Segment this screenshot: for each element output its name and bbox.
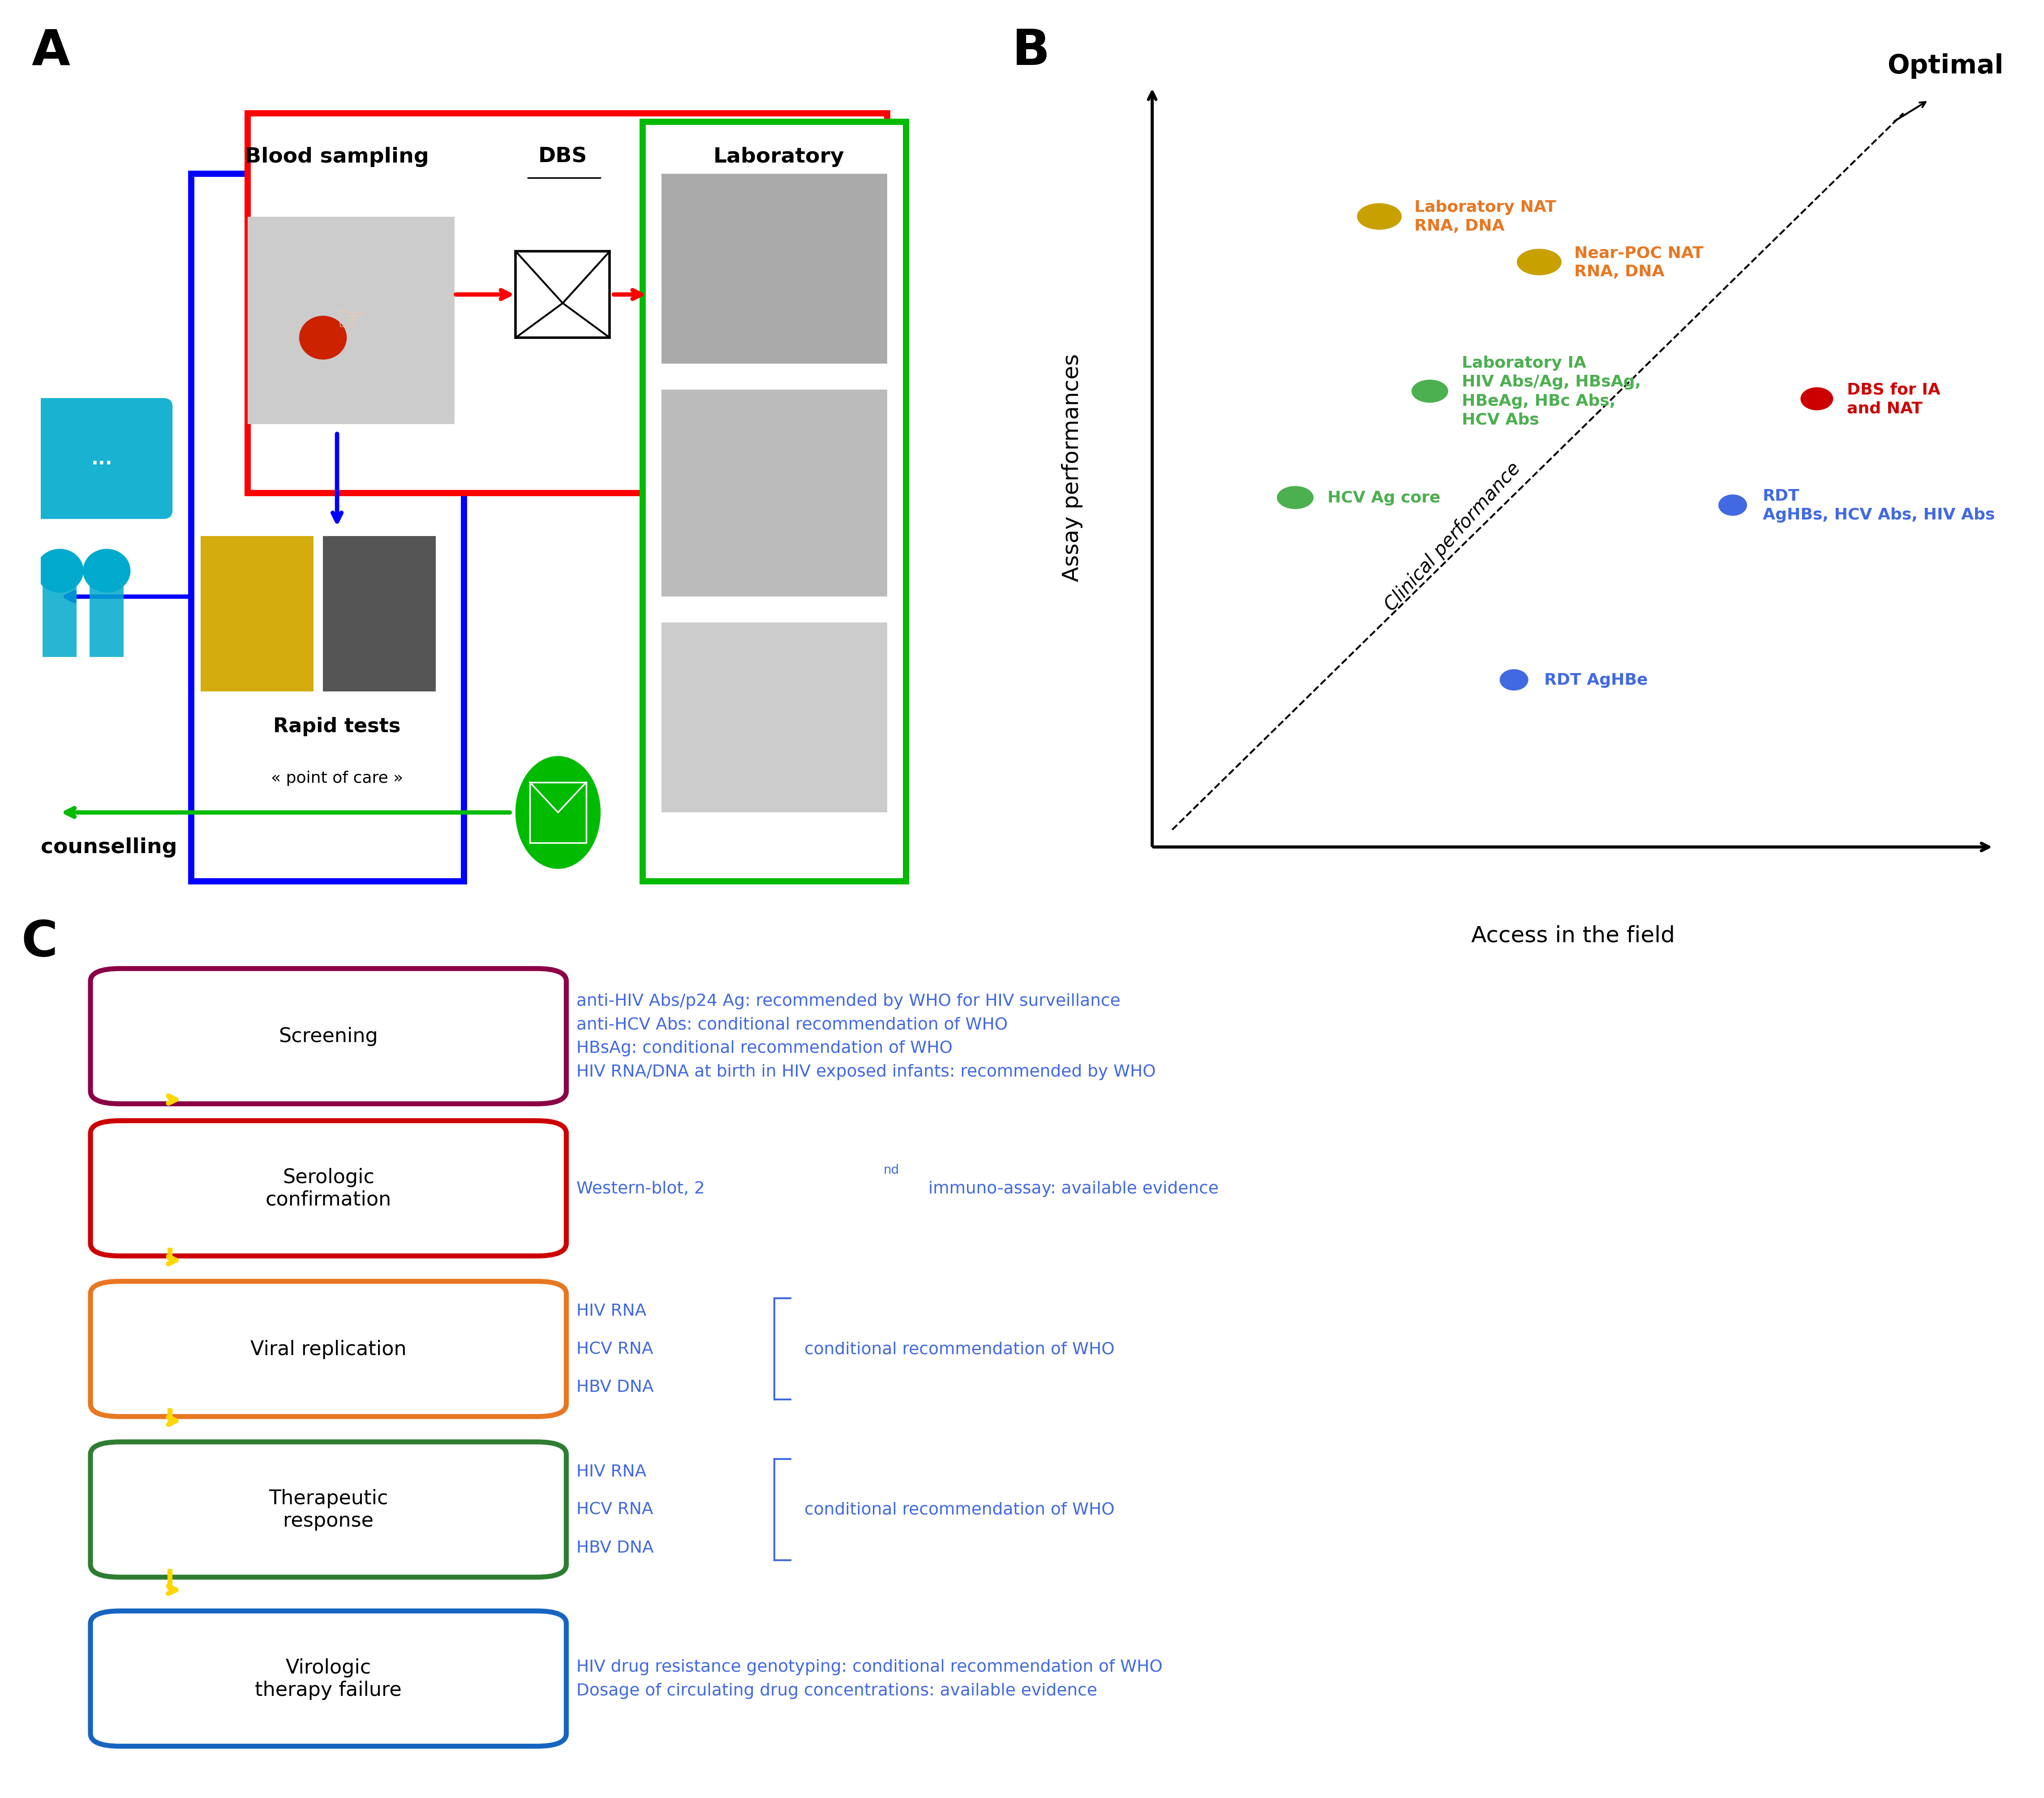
Ellipse shape bbox=[1357, 203, 1402, 230]
Text: Clinical performance: Clinical performance bbox=[1382, 458, 1525, 615]
Text: Laboratory IA
HIV Abs/Ag, HBsAg,
HBeAg, HBc Abs,
HCV Abs: Laboratory IA HIV Abs/Ag, HBsAg, HBeAg, … bbox=[1461, 356, 1641, 428]
FancyBboxPatch shape bbox=[662, 174, 887, 363]
Circle shape bbox=[37, 550, 84, 593]
Text: RDT AgHBe: RDT AgHBe bbox=[1543, 672, 1647, 689]
Text: Laboratory NAT
RNA, DNA: Laboratory NAT RNA, DNA bbox=[1414, 200, 1555, 234]
Ellipse shape bbox=[1719, 494, 1748, 516]
Ellipse shape bbox=[1412, 381, 1447, 403]
Text: Viral replication: Viral replication bbox=[249, 1340, 407, 1359]
Text: RDT
AgHBs, HCV Abs, HIV Abs: RDT AgHBs, HCV Abs, HIV Abs bbox=[1762, 489, 1995, 523]
FancyBboxPatch shape bbox=[192, 174, 464, 881]
Ellipse shape bbox=[515, 757, 601, 868]
Text: DBS: DBS bbox=[538, 147, 587, 167]
FancyBboxPatch shape bbox=[247, 113, 887, 493]
Circle shape bbox=[84, 550, 131, 593]
Text: A: A bbox=[31, 27, 69, 76]
FancyBboxPatch shape bbox=[90, 1282, 566, 1417]
FancyBboxPatch shape bbox=[662, 390, 887, 597]
Text: Virologic
therapy failure: Virologic therapy failure bbox=[256, 1658, 403, 1699]
FancyBboxPatch shape bbox=[43, 579, 76, 658]
Text: Screening: Screening bbox=[278, 1027, 378, 1046]
Text: Therapeutic
response: Therapeutic response bbox=[268, 1489, 388, 1530]
Text: Access in the field: Access in the field bbox=[1472, 924, 1674, 946]
Text: HIV drug resistance genotyping: conditional recommendation of WHO
Dosage of circ: HIV drug resistance genotyping: conditio… bbox=[576, 1660, 1163, 1699]
Ellipse shape bbox=[1278, 487, 1312, 509]
Text: HIV RNA: HIV RNA bbox=[576, 1464, 646, 1480]
Text: immuno-assay: available evidence: immuno-assay: available evidence bbox=[924, 1181, 1218, 1196]
Text: HBV DNA: HBV DNA bbox=[576, 1379, 654, 1395]
FancyBboxPatch shape bbox=[90, 579, 123, 658]
Text: DBS for IA
and NAT: DBS for IA and NAT bbox=[1848, 383, 1940, 415]
FancyBboxPatch shape bbox=[642, 122, 905, 881]
Text: HCV RNA: HCV RNA bbox=[576, 1501, 652, 1518]
Text: Near-POC NAT
RNA, DNA: Near-POC NAT RNA, DNA bbox=[1574, 245, 1703, 279]
Text: HCV Ag core: HCV Ag core bbox=[1327, 491, 1441, 505]
Text: Blood sampling: Blood sampling bbox=[245, 147, 429, 167]
Ellipse shape bbox=[1801, 388, 1833, 410]
Text: « point of care »: « point of care » bbox=[272, 771, 403, 786]
FancyBboxPatch shape bbox=[515, 252, 609, 338]
Text: Laboratory: Laboratory bbox=[713, 147, 844, 167]
Text: Serologic
confirmation: Serologic confirmation bbox=[266, 1167, 390, 1210]
Text: counselling: counselling bbox=[41, 838, 178, 858]
FancyBboxPatch shape bbox=[90, 1120, 566, 1257]
Text: Western-blot, 2: Western-blot, 2 bbox=[576, 1181, 705, 1196]
Text: Rapid tests: Rapid tests bbox=[274, 717, 401, 735]
Circle shape bbox=[298, 316, 345, 360]
Text: B: B bbox=[1012, 27, 1051, 76]
FancyBboxPatch shape bbox=[662, 622, 887, 813]
Text: ...: ... bbox=[92, 450, 112, 467]
Ellipse shape bbox=[1517, 250, 1562, 275]
Text: conditional recommendation of WHO: conditional recommendation of WHO bbox=[803, 1341, 1114, 1357]
FancyBboxPatch shape bbox=[90, 1611, 566, 1746]
FancyBboxPatch shape bbox=[247, 218, 454, 424]
Text: HIV RNA: HIV RNA bbox=[576, 1304, 646, 1320]
Text: anti-HIV Abs/p24 Ag: recommended by WHO for HIV surveillance
anti-HCV Abs: condi: anti-HIV Abs/p24 Ag: recommended by WHO … bbox=[576, 992, 1155, 1081]
Text: Optimal: Optimal bbox=[1887, 54, 2003, 79]
Text: Assay performances: Assay performances bbox=[1061, 354, 1083, 581]
FancyBboxPatch shape bbox=[31, 399, 172, 520]
FancyBboxPatch shape bbox=[90, 1442, 566, 1577]
FancyBboxPatch shape bbox=[200, 536, 313, 692]
Text: C: C bbox=[20, 919, 57, 966]
Ellipse shape bbox=[1500, 671, 1529, 690]
Text: HBV DNA: HBV DNA bbox=[576, 1539, 654, 1555]
Text: nd: nd bbox=[883, 1163, 899, 1176]
Text: ☞: ☞ bbox=[335, 304, 366, 338]
Text: conditional recommendation of WHO: conditional recommendation of WHO bbox=[803, 1501, 1114, 1518]
FancyBboxPatch shape bbox=[323, 536, 435, 692]
Text: HCV RNA: HCV RNA bbox=[576, 1341, 652, 1357]
FancyBboxPatch shape bbox=[90, 969, 566, 1104]
